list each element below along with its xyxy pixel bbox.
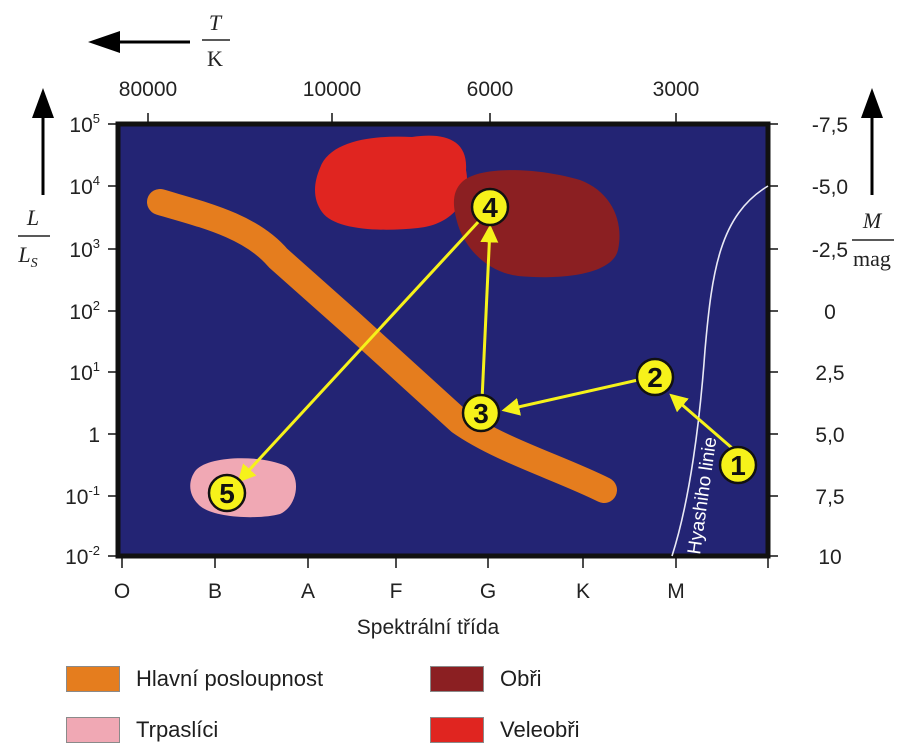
magnitude-tick-label: -5,0 — [812, 176, 848, 199]
legend-swatch-main-sequence — [66, 666, 120, 692]
track-arrow-2-3 — [501, 378, 639, 416]
temperature-unit: K — [207, 46, 223, 71]
magnitude-axis-label: M mag — [852, 208, 894, 271]
spectral-class-label: O — [114, 580, 130, 603]
temperature-symbol: T — [209, 10, 223, 35]
main-sequence-band — [147, 189, 617, 503]
track-arrow-1-2 — [669, 393, 733, 450]
luminosity-tick-label: 1 — [88, 424, 100, 447]
legend-swatch-giants — [430, 666, 484, 692]
stage-marker-5: 5 — [207, 473, 247, 513]
luminosity-tick-label: 10-1 — [65, 483, 100, 509]
legend-label-giants: Obři — [500, 666, 542, 691]
svg-text:5: 5 — [219, 478, 235, 509]
legend-item-giants: Obři — [430, 666, 542, 692]
magnitude-tick-label: 5,0 — [815, 424, 844, 447]
legend-label-supergiants: Veleobři — [500, 717, 580, 742]
legend-label-main-sequence: Hlavní posloupnost — [136, 666, 324, 691]
stage-marker-1: 1 — [718, 445, 758, 485]
magnitude-symbol: M — [862, 208, 883, 233]
evolution-track — [237, 218, 733, 483]
legend-swatch-supergiants — [430, 717, 484, 743]
magnitude-tick-label: -7,5 — [812, 114, 848, 137]
svg-text:3: 3 — [473, 398, 489, 429]
supergiants-region — [315, 135, 468, 230]
luminosity-arrow — [32, 88, 54, 195]
luminosity-symbol: L — [26, 205, 39, 230]
magnitude-tick-label: 0 — [824, 301, 836, 324]
magnitude-tick-label: 2,5 — [815, 362, 844, 385]
legend-label-dwarfs: Trpaslíci — [136, 717, 219, 742]
spectral-class-label: G — [480, 580, 496, 603]
svg-text:LS: LS — [17, 242, 37, 271]
legend-item-dwarfs: Trpaslíci — [66, 717, 218, 743]
luminosity-tick-label: 103 — [69, 236, 100, 262]
magnitude-tick-label: -2,5 — [812, 239, 848, 262]
luminosity-unit-subscript: S — [31, 256, 38, 271]
spectral-class-label: B — [208, 580, 222, 603]
luminosity-unit: L — [17, 242, 30, 267]
temperature-tick-label: 80000 — [119, 78, 177, 101]
spectral-class-label: F — [390, 580, 403, 603]
track-arrow-3-4 — [480, 224, 499, 401]
luminosity-axis-label: L LS — [17, 205, 50, 271]
legend-item-main-sequence: Hlavní posloupnost — [66, 666, 323, 692]
luminosity-tick-label: 102 — [69, 298, 100, 324]
stage-marker-3: 3 — [461, 393, 501, 433]
stage-marker-2: 2 — [635, 357, 675, 397]
svg-text:1: 1 — [730, 450, 746, 481]
spectral-class-label: M — [667, 580, 685, 603]
temperature-tick-label: 6000 — [467, 78, 514, 101]
magnitude-arrow — [861, 88, 883, 195]
svg-text:2: 2 — [647, 362, 663, 393]
spectral-class-label: A — [301, 580, 315, 603]
luminosity-tick-label: 101 — [69, 359, 100, 385]
stage-marker-4: 4 — [470, 187, 510, 227]
spectral-class-label: K — [576, 580, 590, 603]
temperature-tick-label: 3000 — [653, 78, 700, 101]
temperature-arrow — [88, 31, 190, 53]
magnitude-tick-label: 7,5 — [815, 486, 844, 509]
luminosity-tick-label: 10-2 — [65, 543, 100, 569]
temperature-tick-label: 10000 — [303, 78, 361, 101]
svg-text:4: 4 — [482, 192, 498, 223]
magnitude-tick-label: 10 — [818, 546, 841, 569]
hayashi-line — [671, 185, 769, 557]
magnitude-unit: mag — [853, 246, 891, 271]
luminosity-tick-label: 104 — [69, 173, 100, 199]
x-axis-title: Spektrální třída — [357, 616, 500, 639]
luminosity-tick-label: 105 — [69, 111, 100, 137]
legend-item-supergiants: Veleobři — [430, 717, 580, 743]
legend-swatch-dwarfs — [66, 717, 120, 743]
track-arrow-4-5 — [237, 218, 482, 483]
temperature-axis-label: T K — [202, 10, 230, 71]
